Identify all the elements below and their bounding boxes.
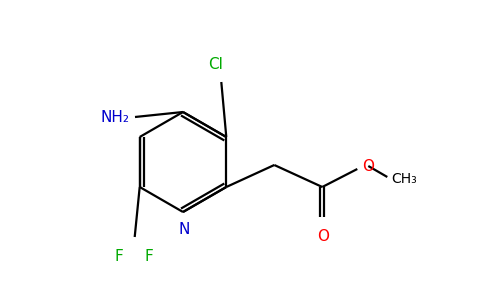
- Text: N: N: [178, 222, 190, 237]
- Text: F: F: [144, 249, 153, 264]
- Text: O: O: [363, 158, 374, 173]
- Text: NH₂: NH₂: [101, 110, 130, 124]
- Text: CH₃: CH₃: [391, 172, 417, 186]
- Text: O: O: [318, 229, 329, 244]
- Text: Cl: Cl: [208, 57, 223, 72]
- Text: F: F: [114, 249, 123, 264]
